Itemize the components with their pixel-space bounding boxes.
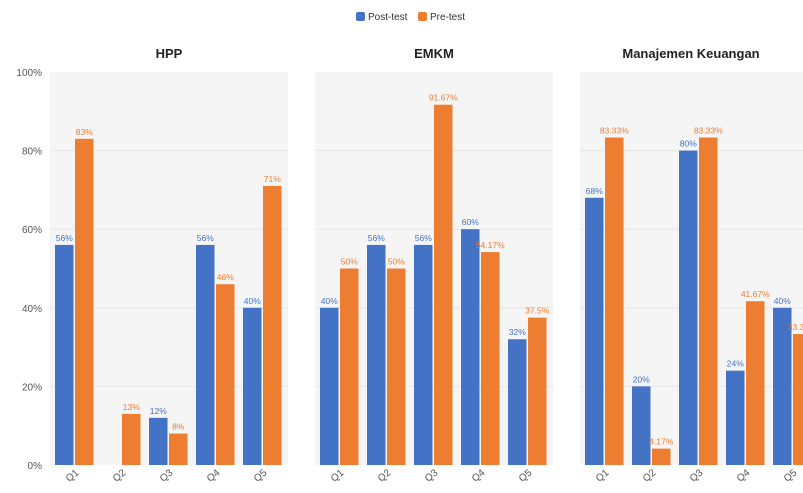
data-label: 8% <box>172 422 185 432</box>
data-label: 4.17% <box>649 437 674 447</box>
data-label: 12% <box>150 406 167 416</box>
data-label: 20% <box>633 374 650 384</box>
data-label: 50% <box>388 257 405 267</box>
data-label: 56% <box>56 233 73 243</box>
bar-pre-test-q3 <box>699 137 718 465</box>
bar-pre-test-q5 <box>793 334 803 465</box>
data-label: 71% <box>264 174 281 184</box>
data-label: 37.5% <box>525 306 550 316</box>
data-label: 40% <box>774 296 791 306</box>
bar-post-test-q5 <box>773 307 792 465</box>
x-tick-label: Q5 <box>517 467 535 484</box>
x-tick-label: Q2 <box>641 467 659 484</box>
legend: Post-test Pre-test <box>356 12 465 23</box>
bar-pre-test-q1 <box>75 138 94 465</box>
bar-post-test-q1 <box>55 244 74 465</box>
bar-pre-test-q1 <box>340 268 359 465</box>
chart-panel-1: HPP 0% 20% 40% 60% 80% 100% 56% 83% Q1 13% Q2 12% 8% Q… <box>16 46 288 485</box>
y-tick-label: 40% <box>22 304 42 315</box>
bar-pre-test-q1 <box>605 137 624 465</box>
data-label: 41.67% <box>741 289 770 299</box>
x-tick-label: Q4 <box>205 467 223 484</box>
bar-post-test-q3 <box>414 244 433 465</box>
bar-pre-test-q3 <box>434 104 453 465</box>
x-tick-label: Q4 <box>735 467 753 484</box>
x-tick-label: Q5 <box>782 467 800 484</box>
legend-label-pre-test: Pre-test <box>430 12 465 23</box>
bar-pre-test-q4 <box>216 284 235 465</box>
x-tick-label: Q2 <box>111 467 129 484</box>
x-tick-label: Q4 <box>470 467 488 484</box>
y-tick-label: 100% <box>16 68 42 79</box>
bar-post-test-q2 <box>632 386 651 465</box>
bar-post-test-q4 <box>461 229 480 465</box>
data-label: 13% <box>123 402 140 412</box>
data-label: 56% <box>368 233 385 243</box>
data-label: 91.67% <box>429 93 458 103</box>
legend-label-post-test: Post-test <box>368 12 408 23</box>
legend-swatch-pre-test <box>418 12 427 21</box>
data-label: 68% <box>586 186 603 196</box>
x-tick-label: Q1 <box>594 467 612 484</box>
bar-pre-test-q2 <box>122 413 141 465</box>
chart-panel-2: EMKM 40% 50% Q1 56% 50% Q2 56% 91.67% Q3 60% 54.17%… <box>315 46 553 485</box>
bar-post-test-q4 <box>726 370 745 465</box>
x-tick-label: Q1 <box>329 467 347 484</box>
bar-pre-test-q5 <box>528 317 547 465</box>
data-label: 46% <box>217 272 234 282</box>
bar-pre-test-q2 <box>387 268 406 465</box>
y-tick-label: 20% <box>22 382 42 393</box>
bar-post-test-q1 <box>320 307 339 465</box>
data-label: 54.17% <box>476 240 505 250</box>
data-label: 33.33% <box>788 322 803 332</box>
bar-pre-test-q2 <box>652 448 671 465</box>
data-label: 60% <box>462 217 479 227</box>
chart-title: HPP <box>156 46 183 61</box>
y-tick-label: 0% <box>28 461 43 472</box>
legend-swatch-post-test <box>356 12 365 21</box>
x-tick-label: Q3 <box>423 467 441 484</box>
data-label: 83.33% <box>600 126 629 136</box>
x-tick-label: Q1 <box>64 467 82 484</box>
data-label: 83.33% <box>694 126 723 136</box>
data-label: 83% <box>76 127 93 137</box>
bar-post-test-q4 <box>196 244 215 465</box>
x-tick-label: Q5 <box>252 467 270 484</box>
bar-pre-test-q3 <box>169 433 188 465</box>
bar-pre-test-q5 <box>263 185 282 465</box>
data-label: 40% <box>321 296 338 306</box>
y-tick-label: 80% <box>22 147 42 158</box>
chart-title: EMKM <box>414 46 454 61</box>
bar-pre-test-q4 <box>481 252 500 465</box>
bar-pre-test-q4 <box>746 301 765 465</box>
bar-post-test-q3 <box>149 417 168 465</box>
y-tick-label: 60% <box>22 225 42 236</box>
chart-title: Manajemen Keuangan <box>622 46 759 61</box>
bar-post-test-q5 <box>243 307 262 465</box>
x-tick-label: Q3 <box>158 467 176 484</box>
data-label: 24% <box>727 359 744 369</box>
data-label: 32% <box>509 327 526 337</box>
data-label: 56% <box>415 233 432 243</box>
data-label: 40% <box>244 296 261 306</box>
bar-post-test-q5 <box>508 339 527 465</box>
bar-post-test-q1 <box>585 197 604 465</box>
bar-post-test-q3 <box>679 150 698 465</box>
data-label: 50% <box>341 257 358 267</box>
data-label: 56% <box>197 233 214 243</box>
data-label: 80% <box>680 139 697 149</box>
x-tick-label: Q2 <box>376 467 394 484</box>
chart-panel-3: Manajemen Keuangan 68% 83.33% Q1 20% 4.17% Q2 8… <box>580 46 803 485</box>
bar-post-test-q2 <box>367 244 386 465</box>
x-tick-label: Q3 <box>688 467 706 484</box>
